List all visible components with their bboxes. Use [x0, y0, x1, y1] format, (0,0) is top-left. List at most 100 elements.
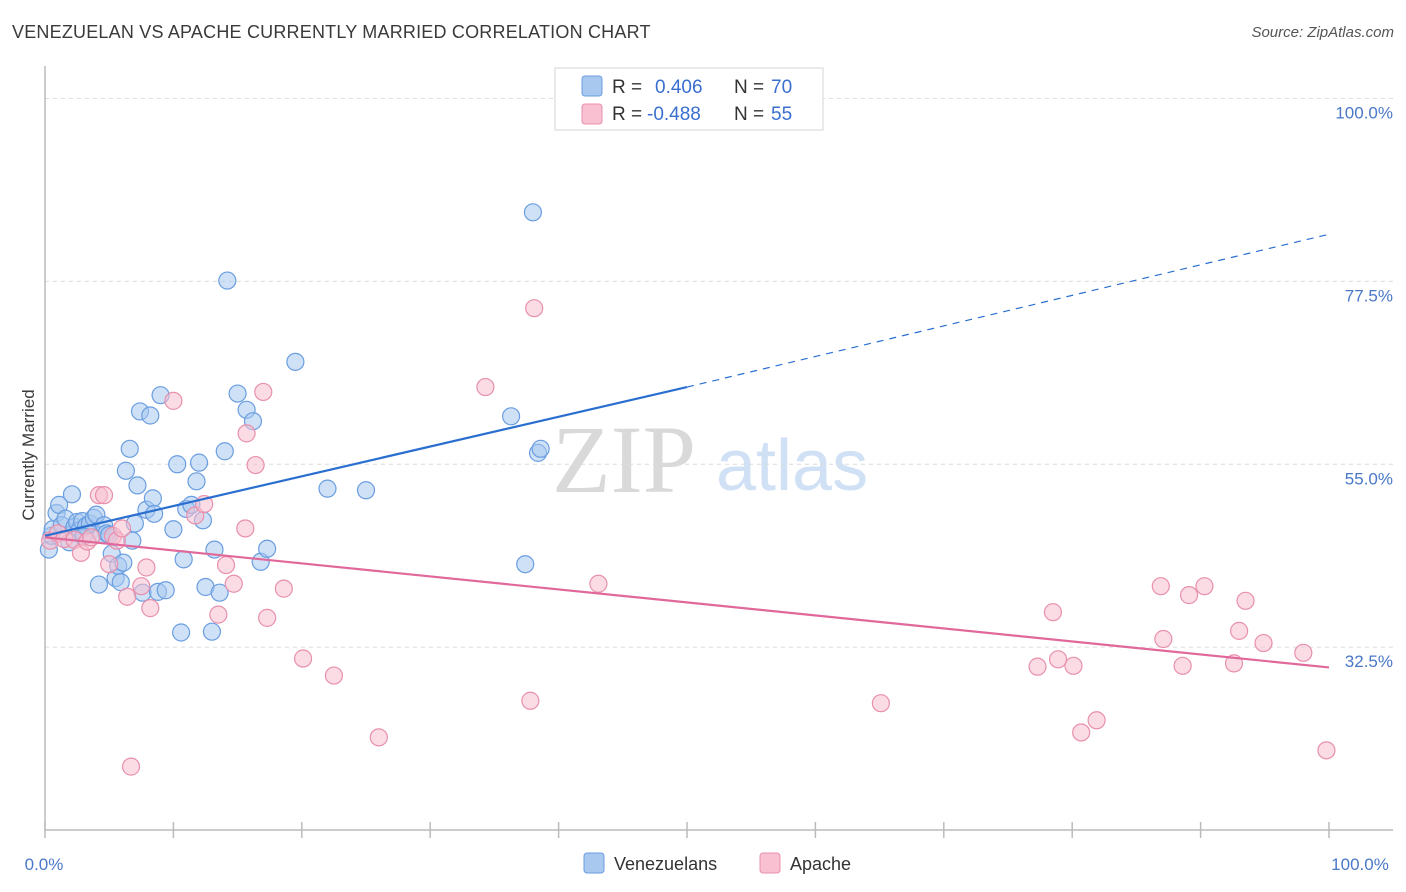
venezuelan-point: [516, 555, 535, 574]
apache-point: [94, 486, 114, 505]
gridlines: [45, 98, 1393, 648]
apache-point: [1236, 591, 1255, 610]
venezuelan-point: [62, 485, 82, 504]
data-points: [39, 203, 1336, 776]
apache-point: [254, 382, 273, 402]
series-legend-label-venezuelans: Venezuelans: [614, 854, 717, 874]
venezuelan-point: [356, 481, 376, 500]
apache-point: [274, 579, 293, 598]
legend-swatch-venezuelans: [581, 75, 603, 97]
venezuelan-point: [120, 439, 139, 458]
chart-title: VENEZUELAN VS APACHE CURRENTLY MARRIED C…: [12, 22, 651, 42]
legend-r-value-1: 0.406: [655, 77, 703, 98]
venezuelan-point: [531, 439, 550, 458]
apache-point: [293, 649, 313, 668]
apache-point: [1043, 603, 1063, 622]
apache-trend-line: [44, 536, 1330, 669]
apache-point: [589, 574, 608, 593]
venezuelan-point: [143, 489, 162, 508]
apache-point: [1154, 629, 1173, 649]
y-tick-labels: 32.5% 55.0% 77.5% 100.0%: [1335, 104, 1393, 672]
legend-n-value-1: 70: [771, 77, 792, 98]
apache-point: [521, 691, 540, 710]
apache-point: [216, 555, 236, 575]
venezuelan-point: [189, 453, 209, 472]
y-tick-label: 55.0%: [1345, 469, 1393, 488]
apache-point: [141, 599, 160, 618]
apache-point: [1294, 643, 1313, 662]
series-legend-swatch-apache: [759, 852, 781, 874]
watermark-zip: ZIP: [552, 406, 696, 513]
venezuelan-point: [141, 406, 160, 425]
venezuelan-point: [156, 581, 175, 600]
apache-point: [100, 555, 119, 574]
apache-point: [1028, 657, 1047, 676]
apache-point: [132, 577, 151, 596]
apache-point: [1195, 577, 1214, 596]
apache-point: [871, 694, 890, 713]
apache-point: [1151, 577, 1170, 596]
venezuelan-point: [215, 442, 234, 461]
venezuelan-point: [318, 479, 337, 498]
legend-n-value-2: 55: [771, 104, 792, 125]
correlation-legend: R = 0.406 N = 70 R = -0.488 N = 55: [554, 67, 824, 131]
venezuelan-point: [172, 623, 191, 642]
apache-point: [1048, 650, 1068, 669]
venezuelan-trend-line: [44, 385, 688, 537]
apache-point: [164, 391, 183, 410]
venezuelan-point: [168, 455, 187, 474]
x-tick-label-max: 100.0%: [1331, 855, 1389, 874]
apache-point: [246, 455, 265, 475]
apache-point: [1072, 723, 1091, 742]
venezuelan-point: [228, 384, 247, 403]
venezuelan-point: [187, 472, 206, 491]
series-legend-label-apache: Apache: [790, 854, 851, 874]
apache-point: [1087, 711, 1106, 730]
apache-point: [112, 519, 132, 538]
venezuelan-point: [501, 407, 521, 426]
x-ticks: [44, 822, 1330, 838]
watermark-atlas: atlas: [716, 426, 868, 506]
source-label: Source: ZipAtlas.com: [1251, 24, 1394, 41]
apache-point: [224, 574, 243, 593]
legend-n-label-2: N =: [734, 104, 764, 125]
venezuelan-point: [89, 575, 109, 594]
apache-point: [236, 519, 255, 538]
legend-r-label-1: R =: [612, 77, 642, 98]
apache-point: [1179, 586, 1199, 605]
legend-swatch-apache: [581, 103, 603, 125]
venezuelan-point: [286, 352, 305, 371]
apache-point: [476, 377, 495, 397]
venezuelan-point: [202, 622, 222, 641]
venezuelan-point: [210, 583, 229, 602]
apache-point: [137, 558, 156, 577]
apache-point: [1173, 656, 1192, 675]
venezuelan-point: [116, 461, 135, 480]
apache-point: [324, 666, 343, 685]
apache-point: [369, 728, 388, 747]
venezuelan-point: [218, 271, 237, 290]
apache-point: [1317, 741, 1336, 760]
legend-r-label-2: R =: [612, 104, 642, 125]
series-legend-swatch-venezuelans: [583, 852, 605, 874]
y-axis-title: Currently Married: [19, 389, 38, 520]
apache-point: [118, 587, 137, 606]
y-tick-label: 100.0%: [1335, 104, 1393, 123]
venezuelan-point: [164, 520, 183, 539]
series-legend: Venezuelans Apache: [583, 852, 851, 874]
apache-point: [258, 608, 277, 627]
y-tick-label: 32.5%: [1345, 652, 1393, 671]
x-tick-label-min: 0.0%: [25, 855, 64, 874]
apache-point: [237, 424, 256, 443]
venezuelan-trend-extension: [686, 233, 1330, 388]
venezuelan-point: [523, 203, 543, 222]
apache-point: [209, 605, 228, 624]
venezuelan-point: [128, 476, 147, 495]
venezuelan-point: [174, 550, 193, 569]
y-tick-label: 77.5%: [1345, 286, 1393, 305]
apache-point: [1064, 656, 1083, 675]
legend-n-label-1: N =: [734, 77, 764, 98]
venezuelan-point: [258, 539, 277, 558]
apache-point: [121, 757, 141, 776]
venezuelan-point: [145, 504, 164, 523]
